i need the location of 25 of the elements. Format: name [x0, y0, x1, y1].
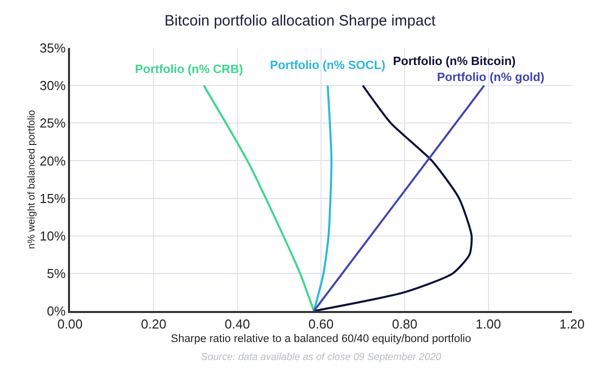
text: Portfolio (n% Bitcoin) [393, 54, 516, 68]
line-series [312, 84, 332, 311]
y-tick-label: 5% [46, 266, 66, 281]
y-tick-label: 10% [40, 228, 66, 244]
x-axis-title: Sharpe ratio relative to a balanced 60/40 equity/bond portfolio [170, 333, 472, 346]
source-note: Source: data available as of close 09 September 2020 [201, 352, 442, 363]
y-tick-label: 35% [40, 40, 66, 56]
x-tick-label: 0.00 [57, 316, 83, 332]
series-label: Portfolio (n% CRB) [135, 62, 243, 76]
x-tick-label: 0.80 [392, 316, 418, 332]
series-label: Portfolio (n% gold) [437, 70, 544, 84]
chart-title: Bitcoin portfolio allocation Sharpe impact [164, 12, 436, 30]
line-series [202, 84, 315, 311]
y-axis-title: n% weight of balanced portfolio [26, 110, 38, 249]
x-tick-label: 1.20 [559, 316, 585, 332]
x-tick-label: 1.00 [476, 316, 501, 332]
x-tick-label: 0.20 [141, 316, 166, 332]
x-tick-label: 0.40 [224, 316, 250, 332]
y-tick-label: 20% [40, 153, 66, 168]
y-tick-label: 15% [40, 190, 66, 206]
y-tick-label: 25% [40, 116, 66, 131]
y-tick-label: 30% [40, 78, 66, 94]
y-tick-label: 0% [46, 304, 66, 319]
series-label: Portfolio (n% SOCL) [270, 58, 386, 72]
x-tick-label: 0.60 [308, 316, 334, 332]
